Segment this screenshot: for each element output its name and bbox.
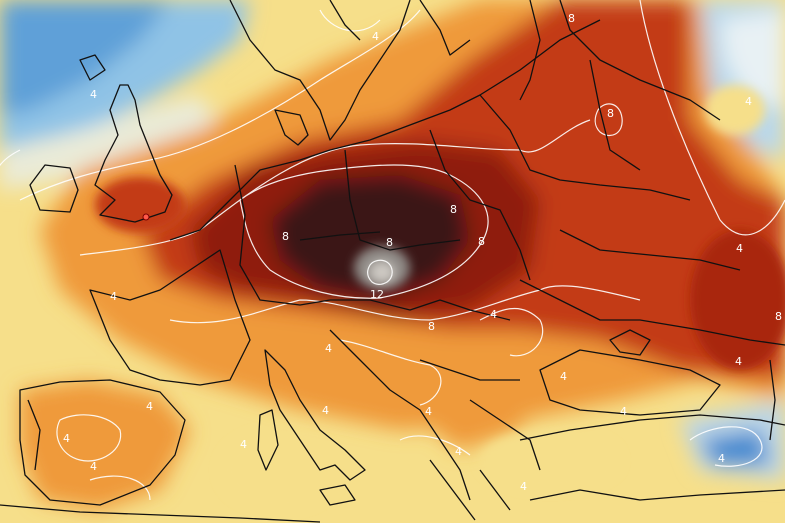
contour-label: 4 <box>240 438 247 451</box>
contour-label: 4 <box>372 30 379 43</box>
contour-label: 4 <box>560 370 567 383</box>
contour-label: 4 <box>322 404 329 417</box>
contour-label: 12 <box>370 288 384 301</box>
contour-label: 4 <box>520 480 527 493</box>
contour-lines <box>0 0 785 501</box>
contour-label: 8 <box>428 320 435 333</box>
contour-label: 4 <box>745 95 752 108</box>
contour-label: 8 <box>386 236 393 249</box>
contour-labels: 8 4 4 4 8 8 8 8 8 4 12 8 8 4 4 4 4 4 4 4… <box>63 12 782 493</box>
contour-label: 4 <box>490 308 497 321</box>
contour-label: 4 <box>425 405 432 418</box>
contour-label: 4 <box>718 452 725 465</box>
contour-label: 4 <box>620 405 627 418</box>
contour-label: 8 <box>450 203 457 216</box>
contour-label: 4 <box>455 445 462 458</box>
contour-label: 8 <box>478 235 485 248</box>
contour-label: 4 <box>90 460 97 473</box>
contour-label: 4 <box>735 355 742 368</box>
contour-label: 4 <box>325 342 332 355</box>
contour-label: 8 <box>607 107 614 120</box>
contour-label: 4 <box>110 290 117 303</box>
city-marker <box>142 213 150 221</box>
contour-label: 4 <box>146 400 153 413</box>
contour-label: 8 <box>568 12 575 25</box>
contour-label: 4 <box>63 432 70 445</box>
contour-label: 8 <box>775 310 782 323</box>
contour-label: 8 <box>282 230 289 243</box>
contour-label: 4 <box>90 88 97 101</box>
contour-label: 4 <box>736 242 743 255</box>
